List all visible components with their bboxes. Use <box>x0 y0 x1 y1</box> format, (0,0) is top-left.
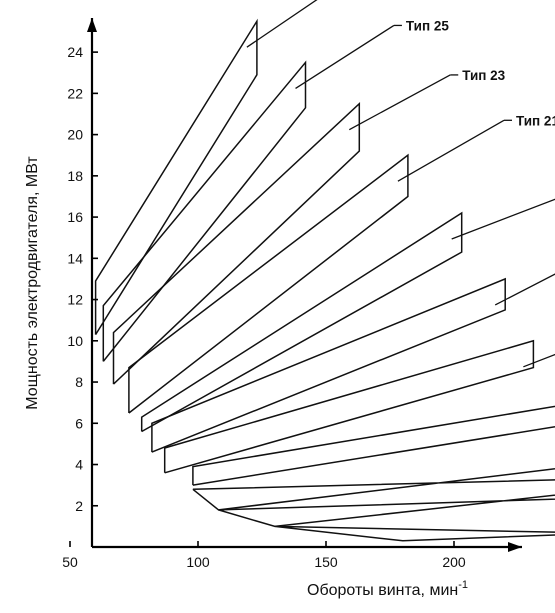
y-tick-label: 20 <box>67 127 83 143</box>
series-layer <box>94 18 555 542</box>
x-tick-label: 150 <box>314 554 338 570</box>
x-tick-label: 200 <box>442 554 466 570</box>
y-tick-label: 24 <box>67 44 83 60</box>
y-tick-label: 16 <box>67 209 83 225</box>
y-tick-label: 2 <box>75 498 83 514</box>
x-axis-title: Обороты винта, мин-1 <box>307 579 468 599</box>
x-axis-arrow <box>508 542 522 552</box>
y-tick-label: 6 <box>75 415 83 431</box>
series-line-7 <box>163 339 535 474</box>
leader-line <box>295 24 395 89</box>
y-tick-label: 22 <box>67 85 83 101</box>
y-axis-title: Мощность электродвигателя, МВт <box>24 156 41 410</box>
y-tick-label: 8 <box>75 374 83 390</box>
series-line-8 <box>192 405 555 486</box>
y-axis-arrow <box>87 18 97 32</box>
leader-line <box>246 0 318 48</box>
leader-line <box>451 198 555 240</box>
series-line-6 <box>151 277 506 453</box>
series-line-3 <box>112 101 361 385</box>
x-tick-label: 100 <box>186 554 210 570</box>
series-label: Тип 23 <box>462 68 505 83</box>
y-tick-label: 14 <box>67 250 83 266</box>
y-tick-label: 18 <box>67 168 83 184</box>
y-tick-label: 4 <box>75 457 83 473</box>
leader-line <box>348 74 451 131</box>
leader-line <box>494 273 555 306</box>
y-tick-label: 12 <box>67 292 83 308</box>
series-label: Тип 21 <box>516 113 555 128</box>
series-line-1 <box>94 18 258 335</box>
series-label: Тип 25 <box>406 18 449 33</box>
y-tick-label: 10 <box>67 333 83 349</box>
series-line-11 <box>274 525 555 542</box>
series-line-2 <box>102 60 307 362</box>
x-tick-label: 50 <box>62 554 78 570</box>
series-line-9 <box>192 467 555 511</box>
leader-line <box>523 353 555 368</box>
series-line-10 <box>218 494 555 528</box>
axes: 5010015020025030024681012141618202224 <box>62 18 522 570</box>
leader-line <box>397 119 505 182</box>
series-line-5 <box>140 211 463 433</box>
series-line-4 <box>128 153 409 414</box>
